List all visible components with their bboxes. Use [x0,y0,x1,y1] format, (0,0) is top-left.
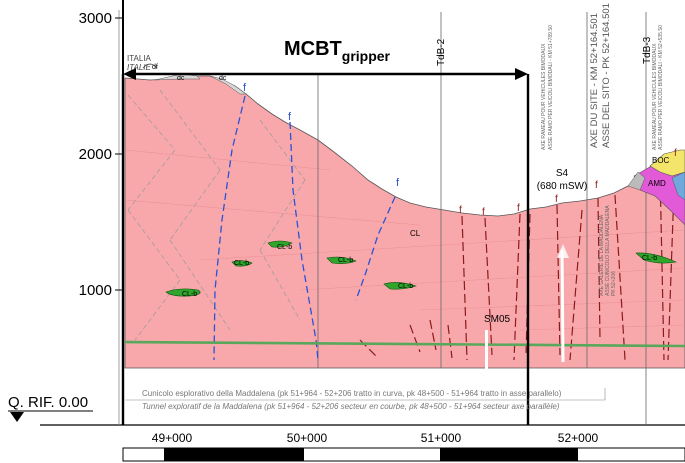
border-label-italia: ITALIA [127,54,152,63]
chainage-gridlines [317,12,647,425]
sm05-shaft [485,330,488,370]
chainage-scale-bar [122,447,685,462]
mcbt-title: MCBTgripper [284,38,391,64]
s4-shaft-head [557,244,569,258]
mcbt-title-sub: gripper [342,48,391,64]
elevation-label-3000: 3000 [79,10,112,27]
elevation-label-1000: 1000 [79,282,112,299]
rock-banding [124,149,685,331]
station-name: S4 [556,168,569,179]
s4-shaft [560,249,565,363]
geo-label-dc-2: dc [219,75,227,82]
geo-label-amd: AMD [648,179,666,188]
geo-label-clb-4: CL-b [338,257,353,264]
geo-label-df: df [152,64,158,71]
fault-label: f [517,203,520,214]
geo-label-clb-6: CL-b [642,255,657,262]
dc-deposit-2 [209,75,247,95]
blue-faults [213,95,396,361]
cl-b-lenses [165,240,677,297]
borehole-tdb3-label: TdB-3 [642,36,653,64]
galerie-pk-label: PK 52+206 [611,271,617,296]
fault-labels-red: f f f f f f [459,148,677,218]
tunnel-note-fr: Tunnel exploratif de la Maddalena (pk 51… [142,402,560,411]
axe-rameau2-fr-label: AXE RAMEAU POUR VEHICULES BIMODAUX [652,43,658,150]
galerie-it-label: ASSE CUNICOLO DELLA MADDALENA [605,205,611,296]
boc-unit [649,149,685,177]
geo-label-dc-1: dc [177,75,185,82]
borehole-tdb2-label: TdB-2 [436,38,447,66]
reference-level-label: Q. RIF. 0.00 [8,394,88,411]
geo-label-clb-3: CL-b [277,244,292,251]
fault-label: f [482,207,485,218]
mcbt-span-arrow [121,68,530,425]
geo-label-cl: CL [410,229,421,238]
axe-rameau2-it-label: ASSE RAMO PER VEICOLI BIMODALI - KM 52+5… [658,25,664,150]
elevation-label-2000: 2000 [79,146,112,163]
fault-label: f [243,82,247,94]
fault-label: f [288,111,292,123]
chainage-label-52000: 52+000 [558,431,599,445]
fault-label: f [674,148,677,159]
schistosity-lines [127,89,306,341]
geo-label-boc: BOC [652,156,670,165]
tunnel-note-it: Cunicolo esplorativo della Maddalena (pk… [142,389,562,398]
fault-label: f [396,177,400,189]
grey-scree [627,171,646,191]
geo-label-clb-1: CL-b [182,291,197,298]
axe-rameau-fr-label: AXE RAMEAU POUR VEHICULES BIMODAUX [541,43,547,150]
elevation-tick-marks [115,17,123,291]
geo-label-clb-2: CL-b [234,260,249,267]
station-depth: (680 mSW) [537,181,588,192]
galerie-fr-label: AXE GALERIE DE LA MADDALENA [599,214,605,296]
site-axis-fr-label: AXE DU SITE - KM 52+164.501 [589,13,600,148]
blue-wedge [671,171,685,201]
maddalena-tunnel [124,340,685,348]
site-axis-it-label: ASSE DEL SITO - PK 52+164.501 [601,3,612,148]
fault-label: f [555,194,558,205]
borehole-sm05-label: SM05 [484,314,511,325]
fault-label: f [459,205,462,216]
geo-label-clb-5: CL-b [398,283,413,290]
chainage-label-49000: 49+000 [152,431,193,445]
reference-marker-icon [10,412,24,422]
dc-deposit-1 [154,73,201,81]
axe-rameau-it-label: ASSE RAMO PER VEICOLI BIMODALI - KM 51+7… [548,25,554,150]
chainage-label-51000: 51+000 [421,431,462,445]
chainage-label-50000: 50+000 [287,431,328,445]
border-label-italie: ITALIE [127,63,152,72]
fault-labels-blue: f f f [243,82,400,189]
fault-label: f [595,180,598,191]
mcbt-title-main: MCBT [284,38,342,60]
border-arc [142,63,158,69]
tunnel-note-bracket [125,388,606,401]
